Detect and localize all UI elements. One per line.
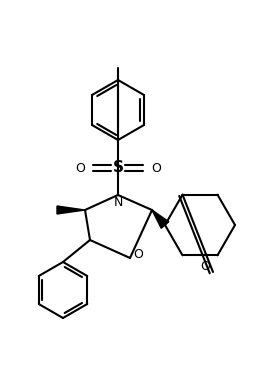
Text: O: O xyxy=(133,249,143,261)
Text: N: N xyxy=(113,196,123,209)
Text: O: O xyxy=(151,162,161,174)
Text: S: S xyxy=(112,160,123,176)
Polygon shape xyxy=(57,206,85,214)
Polygon shape xyxy=(152,210,169,228)
Text: O: O xyxy=(75,162,85,174)
Text: O: O xyxy=(200,260,210,272)
